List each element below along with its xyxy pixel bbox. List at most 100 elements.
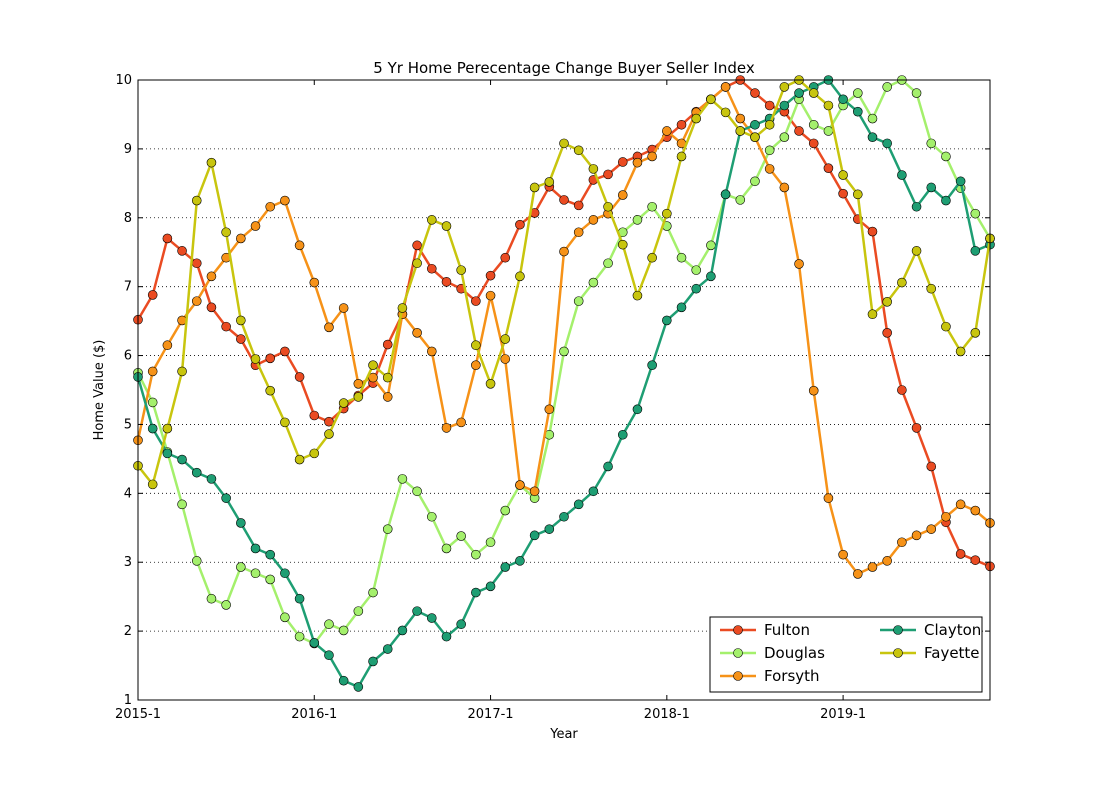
data-point-forsyth <box>941 511 951 522</box>
data-point-fulton <box>838 188 848 199</box>
data-point-fayette <box>221 227 231 238</box>
data-point-forsyth <box>662 126 672 136</box>
data-point-clayton <box>147 423 158 434</box>
data-point-fulton <box>265 353 276 364</box>
legend-box <box>709 616 983 693</box>
data-point-fulton <box>794 126 804 136</box>
data-point-forsyth <box>382 392 393 402</box>
data-point-fulton <box>559 195 569 205</box>
data-point-douglas <box>191 556 202 566</box>
data-point-clayton <box>544 524 555 534</box>
data-point-fayette <box>720 107 731 118</box>
x-axis-label: Year <box>549 727 578 742</box>
data-point-fayette <box>779 82 790 92</box>
data-point-fayette <box>280 417 290 428</box>
data-point-douglas <box>221 600 231 610</box>
data-point-clayton <box>706 271 716 282</box>
data-point-fayette <box>426 215 437 225</box>
legend-entry-douglas: Douglas <box>720 644 825 662</box>
data-point-clayton <box>632 404 643 415</box>
data-point-douglas <box>852 88 863 98</box>
axis-ticks: 1 2 3 4 5 6 7 8 9 10 2015-1 2016-1 2017-1 2018-1 2019-… <box>115 73 990 722</box>
data-point-clayton <box>280 568 290 579</box>
data-point-clayton <box>676 302 687 313</box>
data-point-douglas <box>735 195 746 205</box>
data-point-fulton <box>823 163 834 173</box>
data-point-fulton <box>471 296 481 306</box>
data-point-fayette <box>191 195 202 206</box>
data-point-clayton <box>970 246 981 256</box>
data-point-fayette <box>515 271 525 282</box>
data-point-forsyth <box>529 486 540 497</box>
data-point-fayette <box>808 88 819 98</box>
data-point-fayette <box>647 252 657 263</box>
data-point-clayton <box>338 675 349 686</box>
data-point-clayton <box>250 543 261 554</box>
data-point-fayette <box>236 315 246 326</box>
data-point-fayette <box>162 423 173 434</box>
data-point-clayton <box>221 493 231 503</box>
data-point-douglas <box>603 258 613 269</box>
series-layer <box>133 75 995 692</box>
data-point-clayton <box>441 631 452 642</box>
data-point-forsyth <box>280 195 290 206</box>
data-point-douglas <box>397 474 408 484</box>
legend-entry-forsyth: Forsyth <box>720 667 820 685</box>
data-point-fayette <box>338 398 349 408</box>
data-point-douglas <box>941 151 951 162</box>
data-point-forsyth <box>515 480 525 490</box>
data-point-douglas <box>867 113 878 124</box>
data-point-forsyth <box>970 505 981 516</box>
data-point-douglas <box>823 126 834 136</box>
legend-label: Clayton <box>924 621 981 639</box>
data-point-clayton <box>911 201 922 212</box>
data-point-forsyth <box>191 296 202 306</box>
data-point-clayton <box>941 195 951 206</box>
legend-entry-clayton: Clayton <box>880 621 981 639</box>
data-point-fulton <box>500 252 511 263</box>
legend-marker <box>733 671 743 681</box>
data-point-fayette <box>691 113 702 124</box>
data-point-fayette <box>750 132 760 142</box>
data-point-fulton <box>750 88 760 98</box>
data-point-forsyth <box>911 530 922 541</box>
data-point-fayette <box>544 177 555 187</box>
y-tick-label: 6 <box>124 349 132 364</box>
data-point-fayette <box>397 303 408 313</box>
data-point-clayton <box>162 448 173 459</box>
data-point-forsyth <box>471 360 481 371</box>
data-point-forsyth <box>236 233 246 244</box>
data-point-fulton <box>382 339 393 350</box>
data-point-fayette <box>735 126 746 136</box>
data-point-douglas <box>324 619 334 630</box>
data-point-forsyth <box>353 378 364 389</box>
data-point-clayton <box>471 587 481 598</box>
data-point-clayton <box>662 315 672 326</box>
data-point-fulton <box>426 263 437 274</box>
y-tick-label: 5 <box>124 417 132 432</box>
data-point-fulton <box>191 258 202 269</box>
data-point-clayton <box>412 606 422 616</box>
data-point-douglas <box>250 568 261 579</box>
data-point-fayette <box>632 290 643 301</box>
data-point-fayette <box>177 366 187 377</box>
data-point-douglas <box>177 499 187 510</box>
data-point-fayette <box>764 119 775 130</box>
data-point-forsyth <box>808 385 819 396</box>
data-point-forsyth <box>779 182 790 193</box>
data-point-clayton <box>426 613 437 623</box>
data-point-forsyth <box>338 303 349 313</box>
y-tick-label: 4 <box>124 486 132 501</box>
data-point-clayton <box>559 511 569 522</box>
data-point-fayette <box>617 239 628 250</box>
data-point-douglas <box>236 562 246 572</box>
y-tick-label: 9 <box>124 142 132 157</box>
data-point-forsyth <box>206 271 217 282</box>
data-point-douglas <box>970 208 981 219</box>
data-point-forsyth <box>794 259 804 269</box>
data-point-forsyth <box>559 246 569 257</box>
data-point-douglas <box>426 511 437 522</box>
data-point-fulton <box>441 277 452 287</box>
data-point-douglas <box>471 549 481 560</box>
series-line-douglas <box>136 78 992 645</box>
